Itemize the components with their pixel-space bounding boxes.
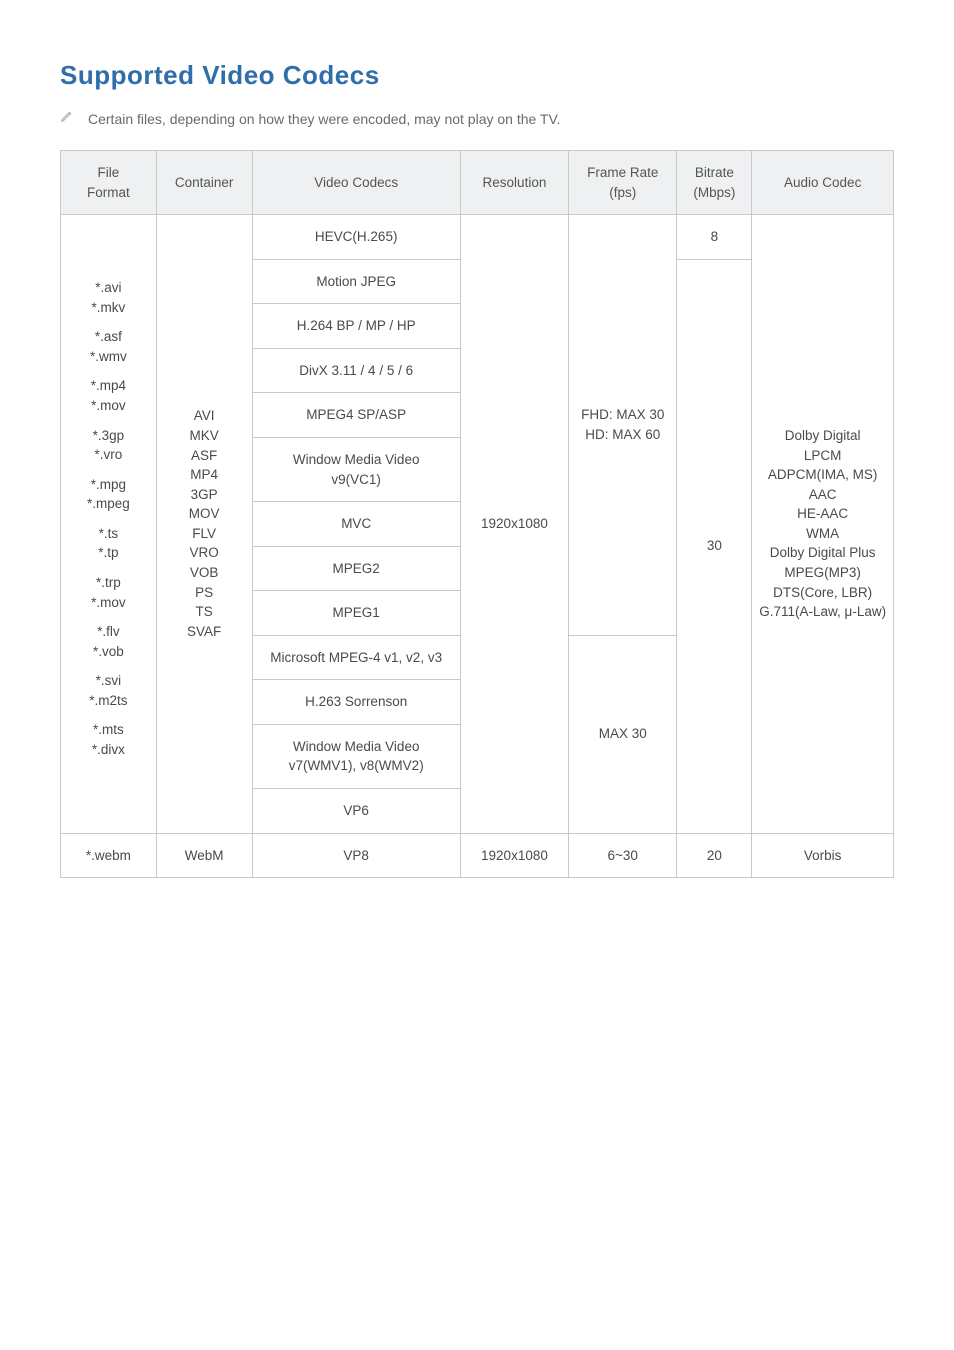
cell-file-formats: *.avi*.mkv*.asf*.wmv*.mp4*.mov*.3gp*.vro… xyxy=(61,215,157,833)
cell-containers: AVIMKVASFMP43GPMOVFLVVROVOBPSTSSVAF xyxy=(156,215,252,833)
cell-bitrate-webm: 20 xyxy=(677,833,752,878)
th-container: Container xyxy=(156,151,252,215)
th-audio-codec: Audio Codec xyxy=(752,151,894,215)
cell-codec: MPEG2 xyxy=(252,546,460,591)
cell-codec: Microsoft MPEG-4 v1, v2, v3 xyxy=(252,635,460,680)
cell-bitrate-rest: 30 xyxy=(677,259,752,833)
cell-frame-rate-webm: 6~30 xyxy=(569,833,677,878)
th-file-format: FileFormat xyxy=(61,151,157,215)
table-header-row: FileFormat Container Video Codecs Resolu… xyxy=(61,151,894,215)
cell-codec: Window Media Videov7(WMV1), v8(WMV2) xyxy=(252,724,460,788)
cell-codec: MPEG1 xyxy=(252,591,460,636)
cell-frame-rate-group2: MAX 30 xyxy=(569,635,677,833)
cell-bitrate-hevc: 8 xyxy=(677,215,752,260)
table-row-webm: *.webm WebM VP8 1920x1080 6~30 20 Vorbis xyxy=(61,833,894,878)
cell-resolution: 1920x1080 xyxy=(460,215,568,833)
page-title: Supported Video Codecs xyxy=(60,60,894,91)
cell-container-webm: WebM xyxy=(156,833,252,878)
cell-codec: MVC xyxy=(252,502,460,547)
cell-codec: VP8 xyxy=(252,833,460,878)
cell-codec: Motion JPEG xyxy=(252,259,460,304)
cell-resolution-webm: 1920x1080 xyxy=(460,833,568,878)
cell-file-format-webm: *.webm xyxy=(61,833,157,878)
cell-codec: H.264 BP / MP / HP xyxy=(252,304,460,349)
cell-frame-rate-group1: FHD: MAX 30HD: MAX 60 xyxy=(569,215,677,636)
th-bitrate: Bitrate(Mbps) xyxy=(677,151,752,215)
cell-codec: HEVC(H.265) xyxy=(252,215,460,260)
note-text: Certain files, depending on how they wer… xyxy=(88,111,560,127)
cell-codec: H.263 Sorrenson xyxy=(252,680,460,725)
cell-codec: VP6 xyxy=(252,789,460,834)
cell-audio-codec-webm: Vorbis xyxy=(752,833,894,878)
table-row: *.avi*.mkv*.asf*.wmv*.mp4*.mov*.3gp*.vro… xyxy=(61,215,894,260)
th-video-codecs: Video Codecs xyxy=(252,151,460,215)
pencil-icon xyxy=(60,109,74,128)
codec-table: FileFormat Container Video Codecs Resolu… xyxy=(60,150,894,878)
cell-codec: Window Media Videov9(VC1) xyxy=(252,437,460,501)
cell-audio-codecs: Dolby DigitalLPCMADPCM(IMA, MS)AACHE-AAC… xyxy=(752,215,894,833)
th-frame-rate: Frame Rate(fps) xyxy=(569,151,677,215)
note-row: Certain files, depending on how they wer… xyxy=(60,109,894,128)
th-resolution: Resolution xyxy=(460,151,568,215)
cell-codec: MPEG4 SP/ASP xyxy=(252,393,460,438)
cell-codec: DivX 3.11 / 4 / 5 / 6 xyxy=(252,348,460,393)
